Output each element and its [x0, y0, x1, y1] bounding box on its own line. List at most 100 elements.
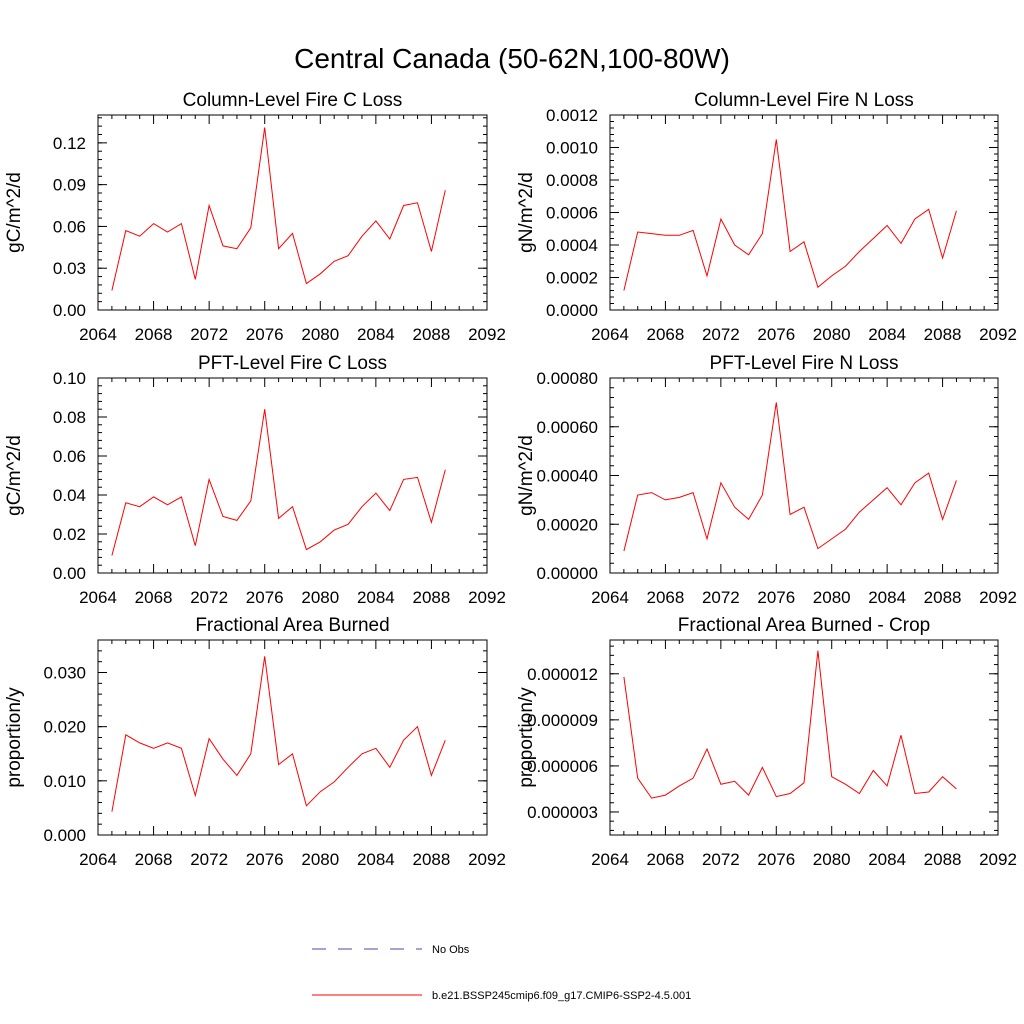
- y-tick-label: 0.020: [43, 718, 86, 737]
- y-tick-label: 0.00000: [537, 564, 598, 583]
- x-tick-label: 2064: [591, 325, 629, 344]
- x-tick-label: 2080: [813, 850, 851, 869]
- x-tick-label: 2092: [979, 588, 1017, 607]
- x-tick-label: 2092: [979, 850, 1017, 869]
- x-tick-label: 2088: [413, 588, 451, 607]
- y-tick-label: 0.010: [43, 772, 86, 791]
- y-tick-label: 0.04: [53, 486, 86, 505]
- x-tick-label: 2088: [924, 588, 962, 607]
- y-tick-label: 0.0010: [546, 139, 598, 158]
- x-tick-label: 2072: [190, 588, 228, 607]
- y-tick-label: 0.10: [53, 369, 86, 388]
- panel-title: Column-Level Fire C Loss: [183, 90, 403, 111]
- x-tick-label: 2084: [868, 588, 906, 607]
- series-line: [623, 402, 957, 552]
- x-tick-label: 2092: [468, 588, 506, 607]
- x-tick-label: 2092: [468, 850, 506, 869]
- panel-title: PFT-Level Fire N Loss: [710, 353, 899, 374]
- x-tick-label: 2084: [868, 850, 906, 869]
- y-tick-label: 0.000009: [527, 711, 598, 730]
- x-tick-label: 2072: [702, 850, 740, 869]
- y-tick-label: 0.0008: [546, 171, 598, 190]
- x-tick-label: 2076: [757, 325, 795, 344]
- y-tick-label: 0.000: [43, 826, 86, 845]
- series-line: [111, 127, 446, 291]
- x-tick-label: 2088: [413, 325, 451, 344]
- x-tick-label: 2068: [135, 588, 173, 607]
- x-tick-label: 2064: [79, 325, 117, 344]
- legend-label-no-obs: No Obs: [432, 944, 470, 956]
- x-tick-label: 2080: [813, 325, 851, 344]
- series-line: [623, 650, 957, 799]
- plot-frame: [609, 377, 999, 574]
- x-tick-label: 2072: [702, 588, 740, 607]
- y-tick-label: 0.0012: [546, 106, 598, 125]
- y-tick-label: 0.000003: [527, 803, 598, 822]
- panels: Column-Level Fire C Loss gC/m^2/d 2064 2068…: [4, 90, 1017, 869]
- figure-title: Central Canada (50-62N,100-80W): [294, 43, 730, 74]
- x-tick-label: 2068: [647, 850, 685, 869]
- plot-frame: [97, 114, 488, 311]
- y-tick-label: 0.000006: [527, 757, 598, 776]
- x-tick-label: 2068: [647, 588, 685, 607]
- y-tick-label: 0.0000: [546, 301, 598, 320]
- y-tick-label: 0.00020: [537, 515, 598, 534]
- y-tick-label: 0.03: [53, 259, 86, 278]
- y-axis-label: gC/m^2/d: [4, 435, 25, 516]
- x-tick-label: 2092: [468, 325, 506, 344]
- x-tick-label: 2076: [246, 588, 284, 607]
- x-tick-label: 2084: [357, 325, 395, 344]
- plot-frame: [609, 639, 999, 836]
- y-tick-label: 0.06: [53, 217, 86, 236]
- x-tick-label: 2080: [301, 850, 339, 869]
- y-tick-label: 0.00080: [537, 369, 598, 388]
- x-tick-label: 2068: [135, 850, 173, 869]
- x-tick-label: 2076: [246, 325, 284, 344]
- x-tick-label: 2072: [702, 325, 740, 344]
- x-tick-label: 2092: [979, 325, 1017, 344]
- y-tick-label: 0.06: [53, 447, 86, 466]
- plot-frame: [97, 377, 488, 574]
- y-axis-label: proportion/y: [4, 687, 25, 788]
- series-line: [111, 409, 446, 556]
- x-tick-label: 2088: [413, 850, 451, 869]
- panel-6: Fractional Area Burned - Crop proportion/…: [516, 615, 1017, 869]
- panel-title: Fractional Area Burned - Crop: [678, 615, 930, 636]
- y-tick-label: 0.09: [53, 176, 86, 195]
- y-tick-label: 0.08: [53, 408, 86, 427]
- y-tick-label: 0.00040: [537, 467, 598, 486]
- y-axis-label: gN/m^2/d: [516, 172, 537, 253]
- x-tick-label: 2076: [757, 850, 795, 869]
- panel-title: PFT-Level Fire C Loss: [198, 353, 387, 374]
- series-line: [623, 139, 957, 291]
- x-tick-label: 2076: [757, 588, 795, 607]
- x-tick-label: 2072: [190, 325, 228, 344]
- y-tick-label: 0.02: [53, 525, 86, 544]
- x-tick-label: 2064: [591, 588, 629, 607]
- x-tick-label: 2064: [79, 588, 117, 607]
- x-tick-label: 2064: [591, 850, 629, 869]
- x-tick-label: 2072: [190, 850, 228, 869]
- plot-frame: [609, 114, 999, 311]
- x-tick-label: 2088: [924, 850, 962, 869]
- y-axis-label: gC/m^2/d: [4, 172, 25, 253]
- panel-1: Column-Level Fire C Loss gC/m^2/d 2064 2068…: [4, 90, 506, 344]
- x-tick-label: 2076: [246, 850, 284, 869]
- x-tick-label: 2088: [924, 325, 962, 344]
- x-tick-label: 2064: [79, 850, 117, 869]
- x-tick-label: 2068: [647, 325, 685, 344]
- x-tick-label: 2080: [301, 325, 339, 344]
- x-tick-label: 2080: [813, 588, 851, 607]
- panel-title: Fractional Area Burned: [195, 615, 389, 636]
- y-tick-label: 0.12: [53, 134, 86, 153]
- plot-frame: [97, 639, 488, 836]
- panel-title: Column-Level Fire N Loss: [694, 90, 914, 111]
- y-tick-label: 0.00060: [537, 418, 598, 437]
- x-tick-label: 2084: [357, 588, 395, 607]
- y-tick-label: 0.0006: [546, 204, 598, 223]
- y-axis-label: gN/m^2/d: [516, 435, 537, 516]
- x-tick-label: 2084: [357, 850, 395, 869]
- legend-label-model: b.e21.BSSP245cmip6.f09_g17.CMIP6-SSP2-4.…: [432, 990, 691, 1002]
- panel-3: PFT-Level Fire C Loss gC/m^2/d 2064 2068 207…: [4, 353, 506, 607]
